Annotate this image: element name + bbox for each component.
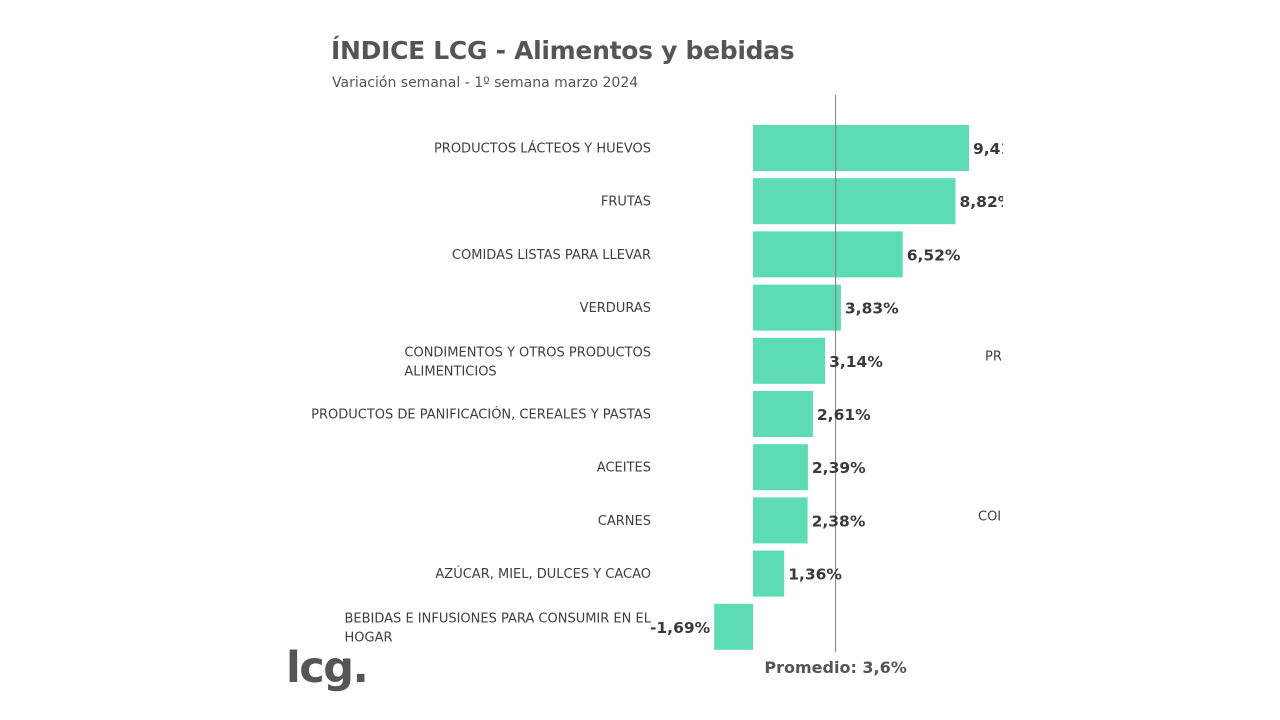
bar	[714, 603, 753, 650]
bar	[753, 284, 841, 331]
bars	[714, 125, 969, 650]
category-label: CONDIMENTOS Y OTROS PRODUCTOS	[404, 345, 651, 360]
bar	[753, 497, 808, 544]
clipped-label: PR	[985, 349, 1002, 364]
category-label: HOGAR	[345, 630, 393, 645]
value-label: 3,83%	[845, 300, 899, 318]
category-label: AZÚCAR, MIEL, DULCES Y CACAO	[435, 566, 651, 582]
category-labels: PRODUCTOS LÁCTEOS Y HUEVOS FRUTAS COMIDAS …	[311, 141, 652, 646]
category-label: ALIMENTICIOS	[404, 364, 496, 379]
crop-mask	[1003, 0, 1280, 720]
average-label: Promedio: 3,6%	[764, 658, 906, 677]
value-label: 6,52%	[907, 246, 961, 264]
bar	[753, 337, 826, 384]
category-label: CARNES	[598, 514, 651, 529]
value-label: -1,69%	[650, 619, 711, 637]
bar	[753, 125, 969, 171]
category-label: COMIDAS LISTAS PARA LLEVAR	[452, 248, 651, 263]
value-label: 2,38%	[812, 512, 866, 530]
value-label: 3,14%	[829, 353, 883, 371]
clipped-fragments: PR COI	[978, 349, 1002, 524]
value-labels: 9,41%8,82%6,52%3,83%3,14%2,61%2,39%2,38%…	[650, 140, 1027, 637]
lcg-logo: lcg.	[286, 643, 369, 693]
category-label: ACEITES	[597, 461, 651, 476]
clipped-label: COI	[978, 509, 1001, 524]
bar	[753, 391, 813, 437]
category-label: FRUTAS	[601, 195, 651, 210]
chart-title: ÍNDICE LCG - Alimentos y bebidas	[331, 36, 795, 65]
category-label: PRODUCTOS LÁCTEOS Y HUEVOS	[434, 141, 651, 157]
value-label: 2,61%	[817, 406, 871, 424]
bar	[753, 231, 903, 278]
value-label: 1,36%	[788, 566, 842, 584]
bar	[753, 550, 785, 597]
category-label: VERDURAS	[580, 301, 651, 316]
value-label: 8,82%	[960, 193, 1014, 211]
chart-subtitle: Variación semanal - 1º semana marzo 2024	[332, 75, 639, 91]
bar	[753, 178, 956, 225]
category-label: PRODUCTOS DE PANIFICACIÓN, CEREALES Y PA…	[311, 407, 651, 423]
bar	[753, 444, 808, 491]
value-label: 2,39%	[812, 459, 866, 477]
category-label: BEBIDAS E INFUSIONES PARA CONSUMIR EN EL	[345, 611, 652, 626]
